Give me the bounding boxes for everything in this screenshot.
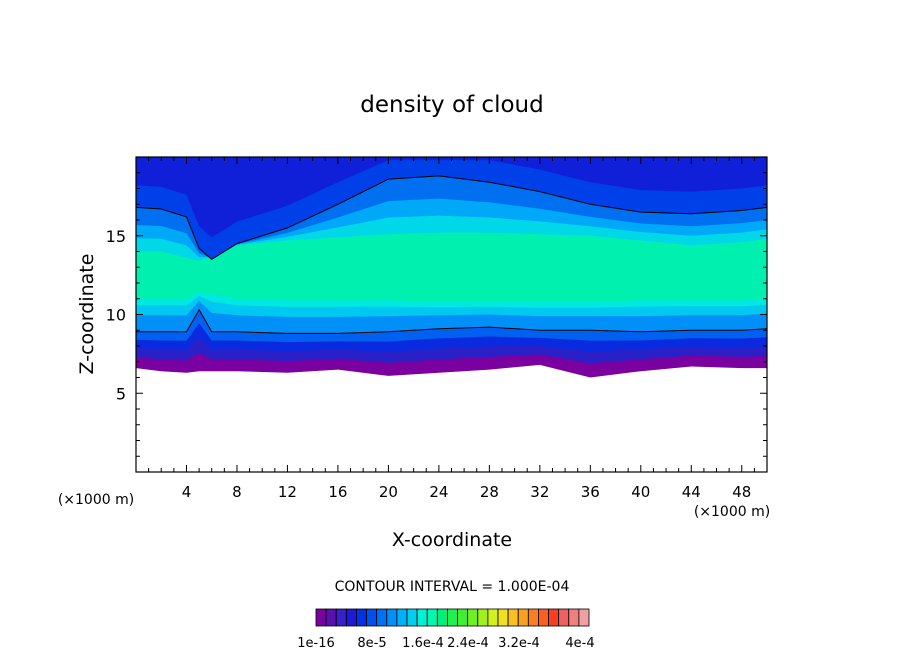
y-axis-ticks: 5 10 15 (106, 172, 767, 457)
y-tick-label: 5 (116, 384, 126, 403)
chart-title: density of cloud (360, 92, 543, 118)
colorbar-swatch (558, 608, 570, 627)
z-unit-label: (×1000 m) (58, 492, 134, 508)
x-tick-label: 48 (732, 483, 751, 501)
y-axis-label: Z-coordinate (76, 254, 98, 375)
colorbar-swatch (345, 608, 357, 627)
colorbar-swatch (527, 608, 539, 627)
x-tick-label: 12 (278, 483, 297, 501)
colorbar-swatch (487, 608, 499, 627)
x-axis-label: X-coordinate (392, 529, 512, 551)
colorbar-swatch (548, 608, 560, 627)
colorbar-label: 4e-4 (565, 636, 594, 651)
x-tick-label: 4 (182, 483, 192, 501)
cloud-density-field (136, 157, 767, 378)
band-upper-5 (136, 157, 767, 238)
colorbar-swatch (376, 608, 388, 627)
colorbar-swatch (538, 608, 549, 627)
colorbar-swatch (356, 608, 367, 627)
x-tick-label: 8 (232, 483, 242, 501)
colorbar-labels: 1e-16 8e-5 1.6e-4 2.4e-4 3.2e-4 4e-4 (297, 636, 594, 651)
colorbar-label: 8e-5 (357, 636, 386, 651)
colorbar-swatch (396, 608, 408, 627)
colorbar-swatch (457, 608, 469, 627)
colorbar-swatch (426, 608, 438, 627)
x-tick-label: 44 (682, 483, 701, 501)
colorbar-swatch (335, 608, 347, 627)
colorbar-swatch (517, 608, 529, 627)
y-tick-label: 15 (106, 227, 126, 246)
x-tick-label: 20 (379, 483, 398, 501)
x-tick-label: 40 (631, 483, 650, 501)
colorbar-swatch (436, 608, 448, 627)
colorbar-label: 1.6e-4 (402, 636, 444, 651)
colorbar-swatch (386, 608, 398, 627)
x-tick-label: 32 (530, 483, 549, 501)
colorbar-swatch (406, 608, 418, 627)
colorbar-swatch (497, 608, 509, 627)
colorbar-swatch (467, 608, 479, 627)
colorbar-swatch (315, 608, 327, 627)
x-unit-label: (×1000 m) (694, 504, 770, 520)
contour-lines (136, 175, 767, 334)
colorbar-swatch (507, 608, 519, 627)
colorbar-swatch (568, 608, 580, 627)
contour-interval-label: CONTOUR INTERVAL = 1.000E-04 (335, 579, 570, 595)
contour-line-lower (136, 308, 767, 334)
colorbar-label: 3.2e-4 (498, 636, 540, 651)
colorbar-swatch (578, 608, 590, 627)
colorbar-label: 1e-16 (297, 636, 335, 651)
x-tick-label: 24 (429, 483, 448, 501)
colorbar-swatch (366, 608, 378, 627)
colorbar-label: 2.4e-4 (447, 636, 489, 651)
colorbar (315, 608, 590, 627)
x-axis-ticks: 4 8 12 16 20 24 28 32 36 40 44 48 (148, 157, 755, 501)
x-tick-label: 28 (480, 483, 499, 501)
colorbar-swatch (477, 608, 489, 627)
colorbar-swatch (325, 608, 337, 627)
y-tick-label: 10 (106, 306, 126, 325)
x-tick-label: 16 (328, 483, 347, 501)
colorbar-swatch (416, 608, 428, 627)
colorbar-swatch (447, 608, 458, 627)
contour-line-upper (136, 175, 767, 261)
x-tick-label: 36 (581, 483, 600, 501)
